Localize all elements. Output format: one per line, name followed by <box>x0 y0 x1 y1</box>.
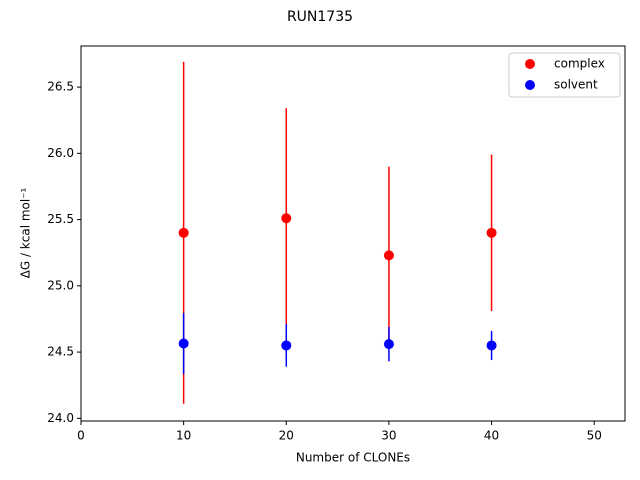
x-tick-label: 10 <box>176 429 191 443</box>
plot-frame <box>80 45 626 422</box>
y-tick-label: 25.0 <box>47 278 74 292</box>
y-tick-label: 26.5 <box>47 80 74 94</box>
point <box>178 227 189 238</box>
legend-box <box>508 52 621 98</box>
y-tick-label: 26.0 <box>47 146 74 160</box>
legend-label: complex <box>554 57 605 71</box>
point <box>383 339 394 350</box>
point <box>486 340 497 351</box>
point <box>486 227 497 238</box>
point <box>383 250 394 261</box>
x-tick-label: 40 <box>484 429 499 443</box>
x-tick-label: 50 <box>587 429 602 443</box>
legend-marker <box>525 80 535 90</box>
y-axis-label: ΔG / kcal mol⁻¹ <box>19 187 33 278</box>
y-tick-label: 25.5 <box>47 212 74 226</box>
x-tick-label: 0 <box>77 429 85 443</box>
point <box>281 340 292 351</box>
chart-title: RUN1735 <box>287 9 353 25</box>
legend-marker <box>525 59 535 69</box>
point <box>281 213 292 224</box>
x-axis-label: Number of CLONEs <box>296 451 410 465</box>
y-tick-label: 24.5 <box>47 345 74 359</box>
x-tick-label: 30 <box>381 429 396 443</box>
legend-label: solvent <box>554 78 598 92</box>
point <box>178 338 189 349</box>
y-tick-label: 24.0 <box>47 411 74 425</box>
x-tick-label: 20 <box>279 429 294 443</box>
